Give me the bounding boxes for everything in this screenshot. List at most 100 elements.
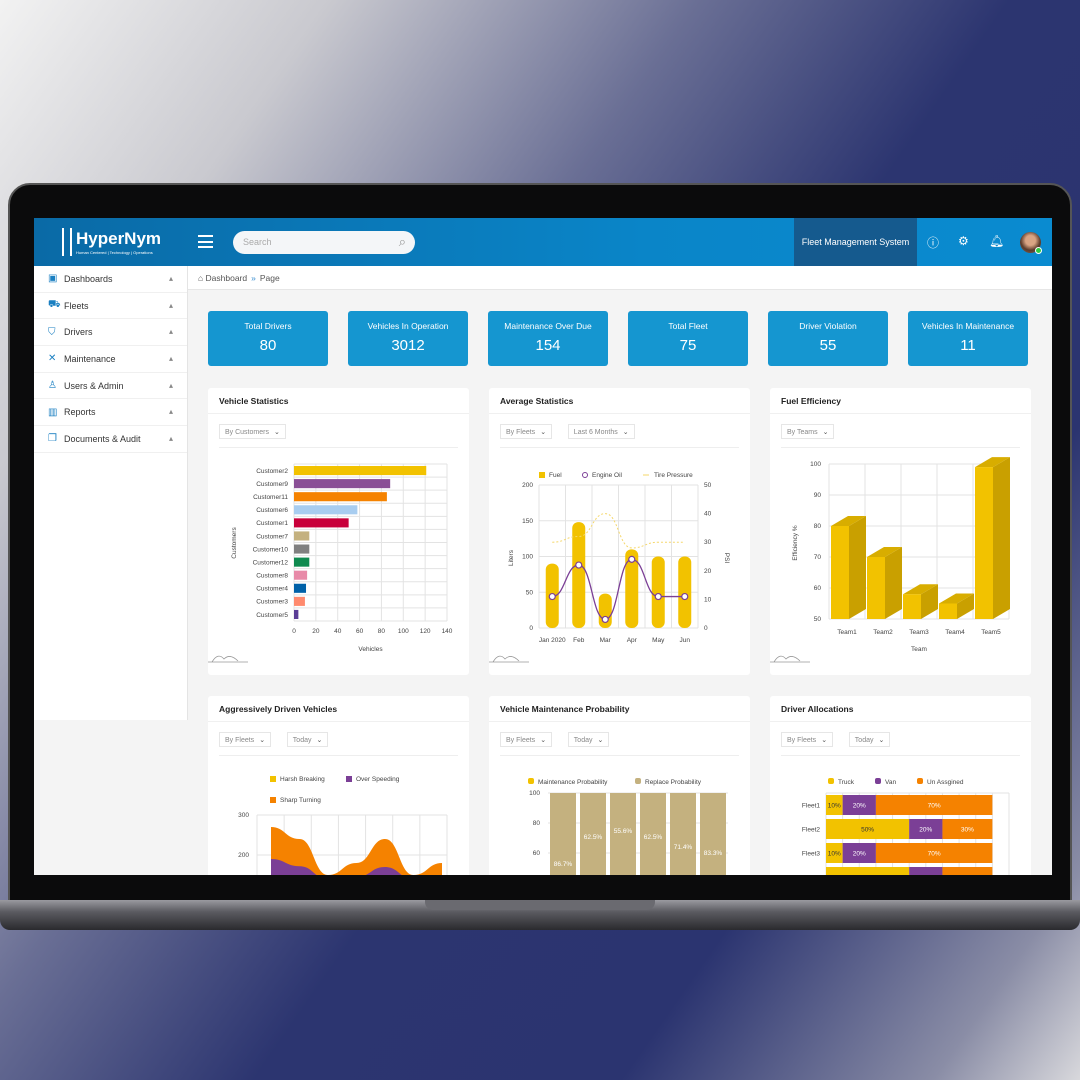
chevron-icon[interactable]: ▴ [168, 327, 173, 337]
filter-dropdown[interactable]: By Fleets [500, 732, 553, 747]
over-speeding-area [271, 859, 442, 875]
kpi-card[interactable]: Vehicles In Operation 3012 [348, 311, 468, 366]
segment-data-label: 20% [919, 874, 932, 875]
segment-un-assgined [875, 843, 993, 863]
system-name[interactable]: Fleet Management System [794, 218, 917, 266]
y-tick-label: Customer11 [253, 494, 288, 501]
chevron-icon[interactable]: ▴ [168, 434, 173, 444]
legend-swatch [635, 778, 641, 784]
x-axis-label: Team [911, 646, 927, 653]
fuel-bar [678, 556, 692, 628]
x-tick-label: 40 [334, 628, 342, 635]
sidebar-item-documents-audit[interactable]: ❐ Documents & Audit ▴ [34, 426, 187, 453]
engine-oil-point [628, 555, 636, 563]
users-admin-icon: ♙ [48, 380, 57, 392]
filter-dropdown[interactable]: By Customers [219, 424, 286, 439]
y-tick-label: 100 [810, 461, 821, 468]
bell-icon[interactable]: 🔔︎ [989, 234, 1005, 248]
kpi-label: Driver Violation [799, 321, 857, 331]
laptop-notch [425, 900, 655, 910]
filter-dropdown[interactable]: Today [848, 732, 891, 747]
sidebar-item-users-admin[interactable]: ♙ Users & Admin ▴ [34, 373, 187, 400]
reports-icon: ▥ [48, 406, 58, 418]
breadcrumb-dashboard[interactable]: Dashboard [205, 273, 248, 283]
sidebar-item-drivers[interactable]: ⛉ Drivers ▴ [34, 319, 187, 347]
chart-type-icon[interactable] [770, 651, 810, 663]
bar-side [957, 593, 974, 619]
segment-data-label: 70% [928, 850, 941, 857]
sidebar-item-dashboards[interactable]: ▣ Dashboards ▴ [34, 266, 187, 293]
filter-dropdown[interactable]: Today [567, 732, 610, 747]
legend-label: Tire Pressure [654, 472, 693, 479]
legend-swatch [875, 778, 881, 784]
chevron-icon[interactable]: ▴ [168, 300, 173, 310]
legend-label: Engine Oil [592, 472, 623, 479]
y-tick-label: Fleet4 [802, 874, 820, 875]
kpi-label: Vehicles In Operation [367, 321, 449, 331]
chevron-icon[interactable]: ▴ [168, 274, 173, 283]
x-tick-label: 100 [398, 628, 409, 635]
legend-label: Over Speeding [356, 776, 400, 783]
kpi-card[interactable]: Vehicles In Maintenance 11 [908, 311, 1028, 366]
x-tick-label: Jan 2020 [539, 637, 566, 644]
sidebar-item-reports[interactable]: ▥ Reports ▴ [34, 399, 187, 427]
chevron-icon[interactable]: ▴ [168, 380, 173, 390]
filter-dropdown[interactable]: Last 6 Months [567, 424, 635, 439]
bar-customer10 [294, 544, 310, 554]
y-tick-label: Customer12 [253, 559, 289, 566]
x-tick-label: 20 [312, 628, 320, 635]
dashboards-icon: ▣ [48, 273, 58, 285]
chart-panel: Driver Allocations By Fleets Today 10% 20% 70… [770, 696, 1031, 875]
menu-toggle-icon[interactable] [198, 235, 213, 248]
bar-team2 [867, 557, 885, 619]
kpi-card[interactable]: Driver Violation 55 [768, 311, 888, 366]
replace-probability-bar [640, 793, 666, 875]
filter-dropdown[interactable]: Today [286, 732, 329, 747]
search-icon[interactable]: ⌕ [398, 234, 406, 249]
segment-van [909, 819, 943, 839]
sidebar-item-label: Reports [64, 407, 96, 418]
bar-data-label: 86.7% [554, 861, 573, 868]
chevron-icon[interactable]: ▴ [168, 407, 173, 417]
kpi-card[interactable]: Maintenance Over Due 154 [488, 311, 608, 366]
chart-type-icon[interactable] [208, 651, 248, 663]
segment-van [842, 843, 876, 863]
home-icon[interactable]: ⌂ [198, 273, 204, 283]
kpi-card[interactable]: Total Fleet 75 [628, 311, 748, 366]
replace-probability-bar [700, 793, 726, 875]
help-icon[interactable]: ⓘ [927, 236, 940, 250]
chart-type-icon[interactable] [489, 651, 529, 663]
chevron-icon[interactable]: ▴ [168, 354, 173, 364]
y-tick-label: 50 [526, 589, 534, 596]
y2-tick-label: 20 [704, 568, 712, 575]
bar-side [993, 457, 1010, 619]
engine-oil-point [654, 592, 662, 601]
search-input[interactable]: Search ⌕ [233, 231, 415, 254]
y2-tick-label: 0 [704, 625, 708, 632]
y-tick-label: 100 [522, 554, 533, 561]
bar-customer3 [294, 596, 305, 606]
panel-title: Driver Allocations [781, 704, 854, 714]
kpi-value: 11 [960, 337, 976, 354]
bar-customer5 [294, 609, 299, 619]
filter-dropdown[interactable]: By Fleets [781, 732, 834, 747]
sidebar-item-maintenance[interactable]: ✕ Maintenance ▴ [34, 346, 187, 373]
legend-label: Truck [838, 779, 855, 786]
segment-data-label: 30% [961, 874, 974, 875]
user-avatar[interactable] [1020, 232, 1042, 254]
filter-dropdown[interactable]: By Fleets [500, 424, 553, 439]
panel-title: Vehicle Statistics [219, 396, 289, 406]
sidebar-item-fleets[interactable]: ⛟ Fleets ▴ [34, 293, 187, 320]
tire-pressure-line [552, 513, 685, 549]
filter-dropdown[interactable]: By Teams [781, 424, 835, 439]
breadcrumb-separator: » [251, 273, 256, 283]
kpi-value: 3012 [391, 337, 425, 354]
sidebar: ▣ Dashboards ▴ ⛟ Fleets ▴ ⛉ Drivers ▴ ✕ Maintenanc… [34, 266, 188, 720]
gear-icon[interactable]: ⚙ [958, 234, 969, 248]
bar-customer9 [294, 479, 391, 489]
kpi-card[interactable]: Total Drivers 80 [208, 311, 328, 366]
bar-top [975, 457, 1010, 468]
filter-dropdown[interactable]: By Fleets [219, 732, 272, 747]
fleets-icon: ⛟ [48, 299, 61, 311]
y2-tick-label: 10 [704, 596, 712, 603]
